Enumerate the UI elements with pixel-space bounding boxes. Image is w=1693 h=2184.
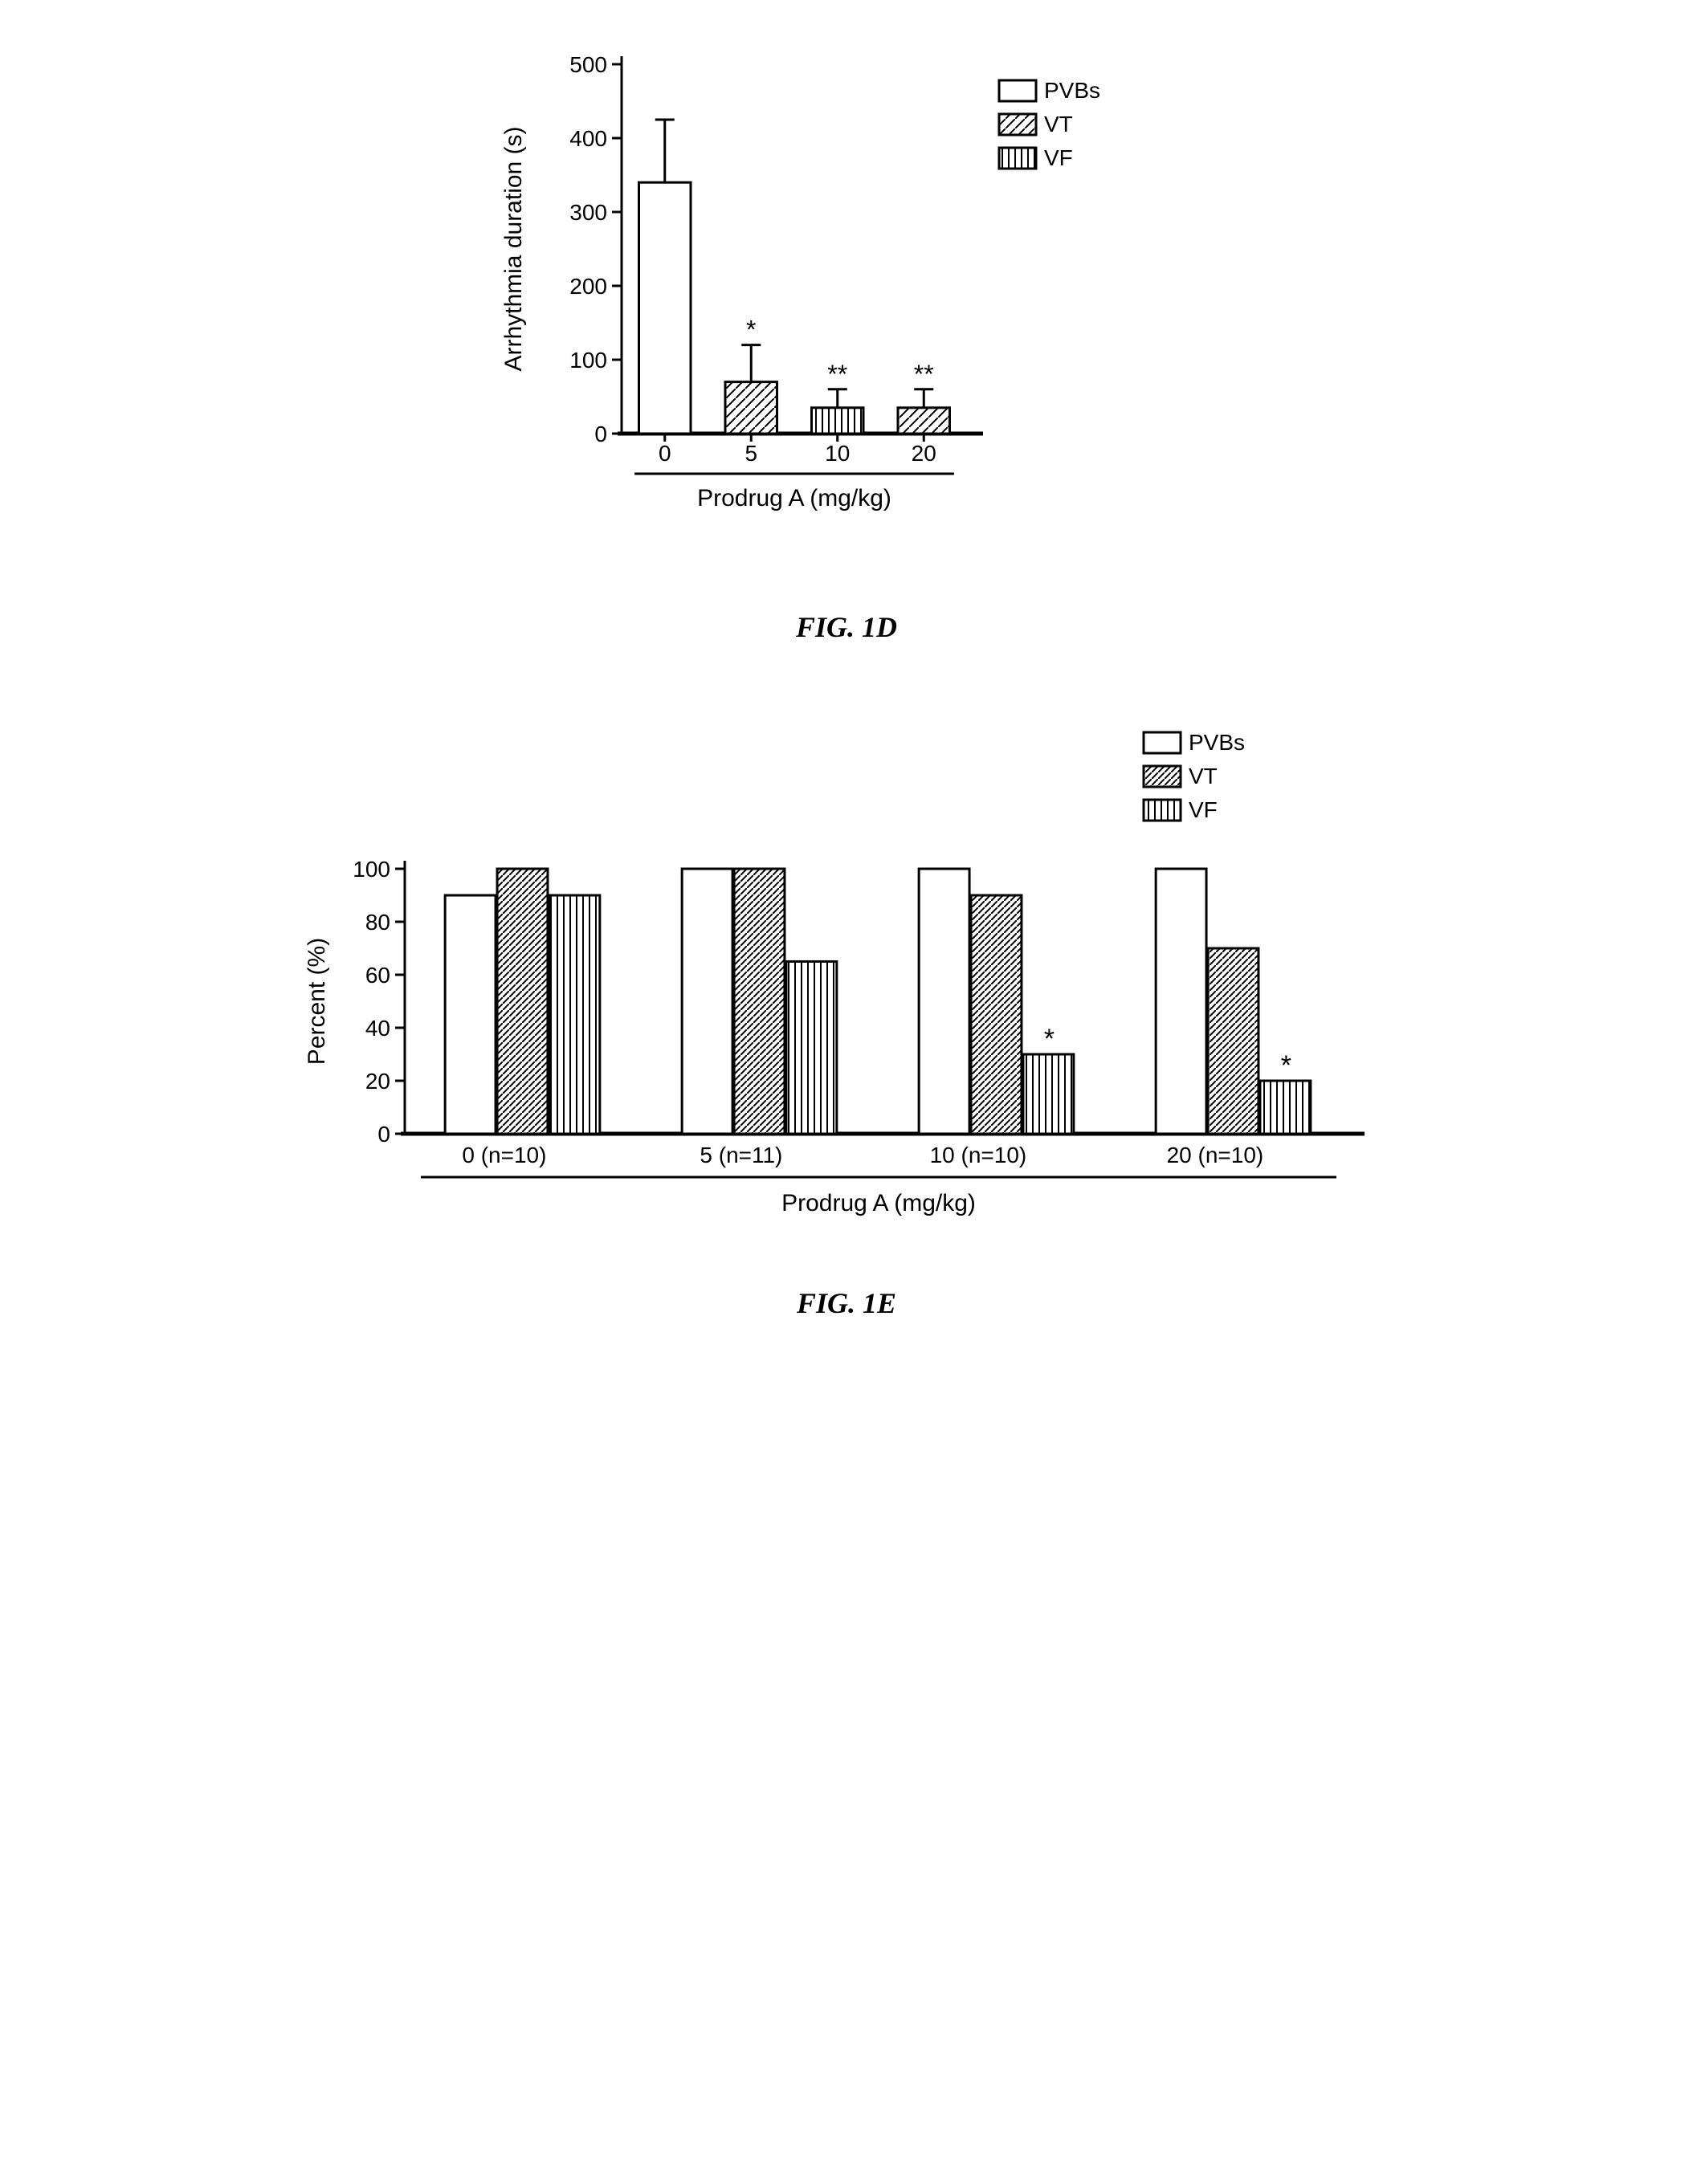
svg-text:40: 40 <box>365 1016 390 1041</box>
svg-text:*: * <box>1044 1024 1055 1054</box>
bar <box>1260 1081 1311 1134</box>
legend-swatch <box>1144 800 1181 821</box>
svg-text:**: ** <box>914 360 934 389</box>
legend-label: VF <box>1044 145 1073 170</box>
svg-text:20 (n=10): 20 (n=10) <box>1167 1143 1264 1167</box>
legend-swatch <box>999 80 1036 101</box>
bar <box>725 382 777 434</box>
svg-text:80: 80 <box>365 910 390 935</box>
svg-text:0: 0 <box>594 422 607 446</box>
svg-text:0: 0 <box>377 1122 390 1147</box>
legend-label: PVBs <box>1189 730 1245 755</box>
svg-text:Prodrug A (mg/kg): Prodrug A (mg/kg) <box>697 485 891 511</box>
legend-label: VF <box>1189 797 1218 822</box>
chart-1d-svg: 0 100 200 300 400 500 Arrhythmia duration (s) 0… <box>485 32 1208 594</box>
legend-swatch <box>999 148 1036 169</box>
bar <box>497 869 548 1134</box>
svg-text:300: 300 <box>569 200 607 225</box>
bar <box>639 182 691 434</box>
bar <box>971 895 1022 1134</box>
figure-1e: 0 20 40 60 80 100 Percent (%) 0 (n=10) 5 (n=11) *… <box>284 708 1409 1320</box>
svg-text:Arrhythmia duration (s): Arrhythmia duration (s) <box>500 126 527 371</box>
bar <box>682 869 732 1134</box>
svg-text:100: 100 <box>353 857 390 882</box>
svg-text:0 (n=10): 0 (n=10) <box>462 1143 546 1167</box>
svg-text:Prodrug A (mg/kg): Prodrug A (mg/kg) <box>781 1190 976 1216</box>
svg-text:60: 60 <box>365 963 390 988</box>
svg-text:*: * <box>746 316 756 344</box>
svg-text:100: 100 <box>569 348 607 373</box>
svg-text:Percent (%): Percent (%) <box>304 938 330 1065</box>
bar <box>812 408 864 434</box>
svg-text:10 (n=10): 10 (n=10) <box>930 1143 1027 1167</box>
svg-text:200: 200 <box>569 274 607 299</box>
bar <box>898 408 950 434</box>
svg-text:5: 5 <box>745 441 757 466</box>
bar <box>1208 948 1259 1134</box>
figure-1e-caption: FIG. 1E <box>284 1286 1409 1320</box>
legend-label: PVBs <box>1044 78 1100 103</box>
svg-text:0: 0 <box>659 441 671 466</box>
legend-swatch <box>1144 732 1181 753</box>
legend-label: VT <box>1189 764 1218 788</box>
svg-text:20: 20 <box>365 1069 390 1094</box>
svg-text:500: 500 <box>569 52 607 77</box>
legend-swatch <box>1144 766 1181 787</box>
figure-1d: 0 100 200 300 400 500 Arrhythmia duration (s) 0… <box>485 32 1208 644</box>
svg-text:*: * <box>1281 1050 1291 1081</box>
legend-label: VT <box>1044 112 1073 136</box>
svg-text:10: 10 <box>825 441 850 466</box>
chart-1e-svg: 0 20 40 60 80 100 Percent (%) 0 (n=10) 5 (n=11) *… <box>284 708 1409 1270</box>
bar <box>1156 869 1206 1134</box>
bar <box>734 869 785 1134</box>
svg-text:**: ** <box>827 360 847 389</box>
legend-swatch <box>999 114 1036 135</box>
svg-text:5 (n=11): 5 (n=11) <box>700 1143 782 1167</box>
svg-text:400: 400 <box>569 126 607 151</box>
bar <box>549 895 600 1134</box>
bar <box>919 869 969 1134</box>
svg-text:20: 20 <box>912 441 936 466</box>
figure-1d-caption: FIG. 1D <box>485 610 1208 644</box>
bar <box>1023 1054 1074 1134</box>
bar <box>786 962 837 1135</box>
bar <box>445 895 496 1134</box>
